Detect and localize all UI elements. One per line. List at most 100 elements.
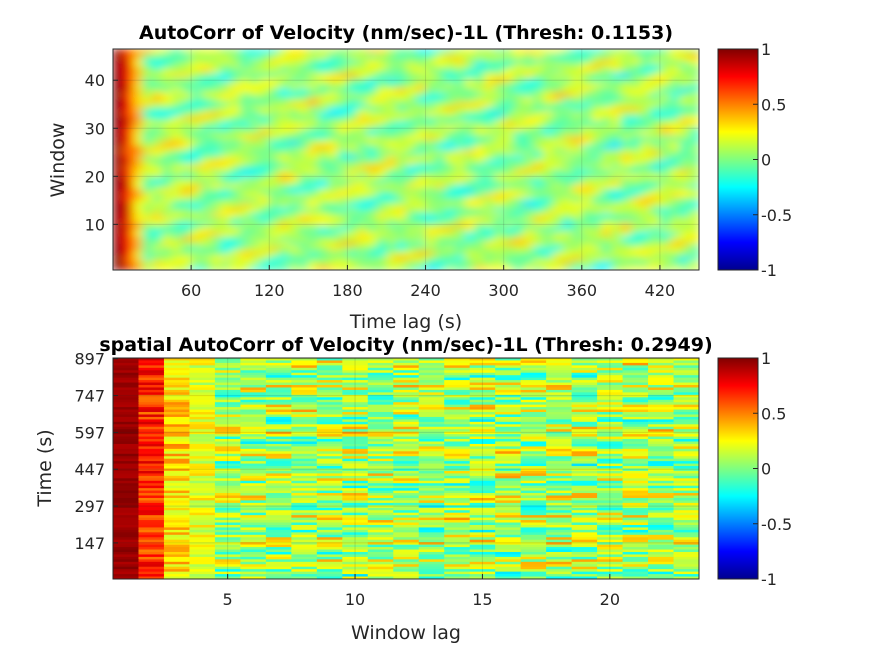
heatmap-cell	[495, 375, 522, 379]
heatmap-cell	[163, 527, 190, 531]
heatmap-cell	[239, 116, 251, 122]
heatmap-cell	[367, 443, 394, 447]
heatmap-cell	[240, 407, 267, 411]
heatmap-cell	[469, 463, 496, 467]
heatmap-cell	[367, 515, 394, 519]
heatmap-cell	[376, 101, 388, 108]
heatmap-cell	[406, 135, 417, 141]
heatmap-cell	[291, 520, 318, 524]
heatmap-cell	[337, 255, 348, 261]
heatmap-cell	[546, 412, 573, 415]
heatmap-cell	[308, 92, 319, 98]
heatmap-cell	[648, 429, 675, 433]
heatmap-cell	[474, 202, 485, 209]
heatmap-cell	[189, 478, 216, 482]
heatmap-cell	[513, 77, 524, 84]
heatmap-cell	[622, 534, 649, 538]
heatmap-cell	[298, 197, 309, 204]
heatmap-cell	[122, 202, 134, 209]
heatmap-cell	[161, 188, 173, 194]
heatmap-cell	[597, 517, 624, 521]
heatmap-cell	[269, 164, 280, 170]
heatmap-cell	[546, 434, 573, 438]
heatmap-cell	[113, 382, 139, 386]
heatmap-cell	[142, 173, 153, 180]
heatmap-cell	[474, 245, 485, 252]
heatmap-cell	[418, 358, 445, 361]
heatmap-cell	[495, 419, 522, 423]
heatmap-cell	[418, 463, 445, 467]
heatmap-cell	[163, 512, 190, 516]
heatmap-cell	[189, 399, 216, 403]
heatmap-cell	[366, 87, 378, 93]
heatmap-cell	[415, 221, 427, 228]
heatmap-cell	[542, 159, 554, 165]
heatmap-cell	[279, 197, 290, 204]
heatmap-cell	[591, 212, 602, 218]
heatmap-cell	[396, 193, 407, 199]
heatmap-cell	[214, 362, 241, 366]
heatmap-cell	[513, 169, 524, 175]
heatmap-cell	[393, 556, 420, 560]
heatmap-cell	[581, 116, 593, 122]
heatmap-cell	[597, 527, 624, 531]
heatmap-cell	[454, 82, 466, 89]
heatmap-cell	[406, 202, 417, 209]
heatmap-cell	[214, 419, 241, 423]
heatmap-cell	[269, 53, 280, 60]
heatmap-cell	[138, 502, 165, 506]
heatmap-cell	[181, 226, 192, 233]
heatmap-cell	[291, 475, 318, 479]
heatmap-cell	[132, 130, 143, 137]
heatmap-cell	[591, 92, 602, 98]
heatmap-cell	[425, 140, 436, 146]
heatmap-cell	[189, 527, 216, 531]
heatmap-cell	[673, 404, 699, 408]
heatmap-cell	[189, 456, 216, 460]
heatmap-cell	[597, 537, 624, 541]
heatmap-cell	[435, 130, 446, 137]
heatmap-cell	[214, 495, 241, 499]
heatmap-cell	[679, 188, 690, 194]
heatmap-cell	[597, 439, 624, 442]
heatmap-cell	[269, 73, 280, 79]
heatmap-cell	[288, 226, 300, 233]
heatmap-cell	[640, 135, 651, 141]
heatmap-cell	[513, 145, 524, 151]
heatmap-cell	[689, 130, 699, 137]
heatmap-cell	[342, 392, 369, 396]
heatmap-cell	[562, 164, 573, 170]
heatmap-cell	[138, 566, 165, 570]
heatmap-cell	[113, 178, 124, 185]
heatmap-cell	[546, 458, 573, 462]
heatmap-cell	[342, 542, 369, 546]
heatmap-cell	[520, 389, 547, 393]
heatmap-cell	[620, 125, 632, 132]
heatmap-cell	[279, 221, 290, 228]
heatmap-cell	[611, 154, 622, 161]
heatmap-cell	[445, 87, 456, 93]
heatmap-cell	[552, 106, 563, 113]
heatmap-cell	[469, 505, 496, 509]
heatmap-cell	[669, 255, 681, 261]
heatmap-cell	[138, 490, 165, 494]
heatmap-cell	[152, 154, 163, 161]
heatmap-cell	[291, 561, 318, 565]
heatmap-cell	[327, 58, 339, 65]
heatmap-cell	[113, 414, 139, 418]
heatmap-cell	[396, 236, 407, 242]
heatmap-cell	[113, 456, 139, 460]
heatmap-cell	[546, 441, 573, 445]
heatmap-cell	[495, 377, 522, 381]
heatmap-cell	[269, 135, 280, 141]
heatmap-cell	[265, 365, 292, 369]
heatmap-cell	[298, 188, 309, 194]
heatmap-cell	[597, 515, 624, 519]
heatmap-cell	[171, 183, 182, 189]
heatmap-cell	[113, 507, 139, 511]
heatmap-cell	[520, 392, 547, 396]
heatmap-cell	[291, 404, 318, 408]
heatmap-cell	[113, 164, 124, 170]
heatmap-cell	[523, 58, 534, 65]
heatmap-cell	[269, 87, 280, 93]
